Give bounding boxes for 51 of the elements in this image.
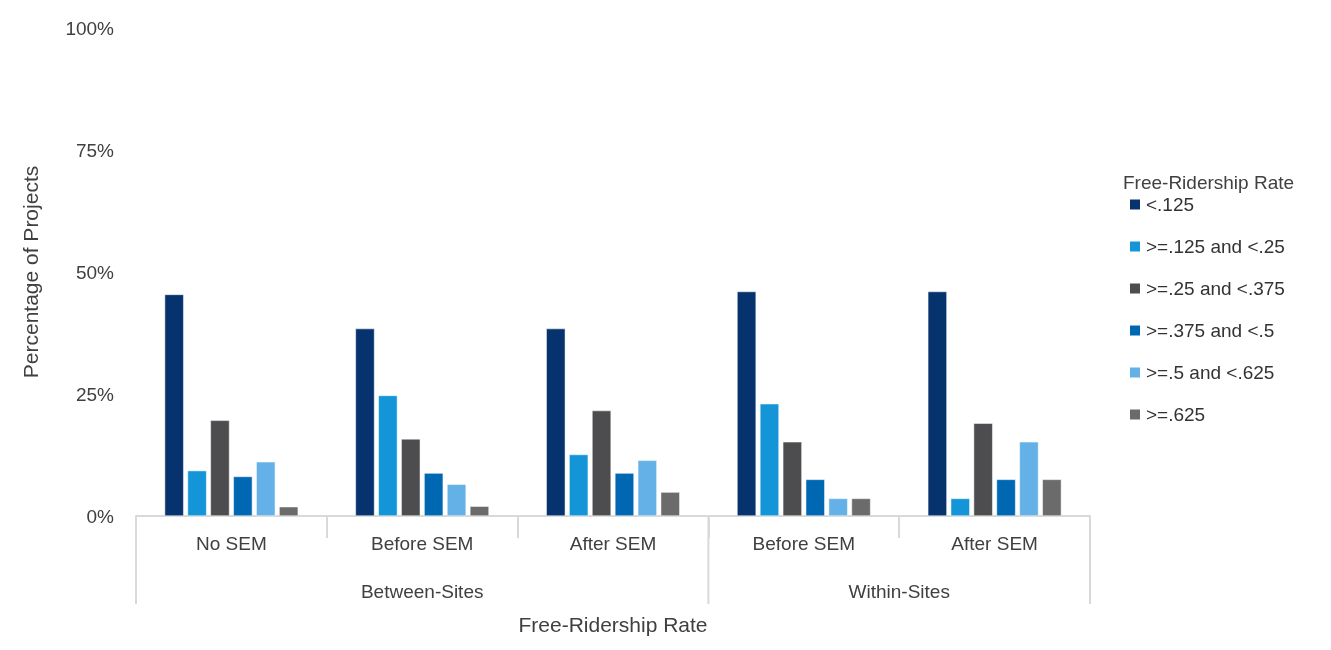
bar [569, 454, 589, 516]
bar [1042, 479, 1062, 516]
text: Between-Sites [360, 581, 484, 602]
bar [592, 410, 612, 516]
y-axis-title: Percentage of Projects [19, 165, 42, 379]
bar [1019, 441, 1039, 516]
legend-label: >=.5 and <.625 [1146, 362, 1275, 383]
y-tick-label: 75% [75, 139, 115, 161]
legend-label: >=.375 and <.5 [1146, 320, 1275, 341]
y-tick-label: 25% [75, 383, 115, 405]
bar [805, 479, 825, 516]
bar [233, 476, 253, 516]
bar [950, 498, 970, 516]
x-tick-label: After SEM [569, 533, 657, 554]
bar [279, 506, 299, 516]
y-tick-label: 50% [75, 261, 115, 283]
bar [737, 291, 757, 516]
bar [996, 479, 1016, 516]
bar [927, 291, 947, 516]
bar [828, 498, 848, 516]
legend-label: >=.25 and <.375 [1146, 278, 1285, 299]
bar [355, 328, 375, 516]
bar [973, 423, 993, 516]
legend-label: >=.125 and <.25 [1146, 236, 1285, 257]
y-tick-label: 100% [65, 17, 115, 39]
bar [851, 498, 871, 516]
bar [759, 403, 779, 516]
y-tick-label: 0% [86, 505, 115, 527]
bar [164, 294, 184, 516]
legend-label: <.125 [1146, 194, 1195, 215]
bar [187, 470, 207, 516]
bar [378, 395, 398, 516]
bar [546, 328, 566, 516]
x-tick-label: No SEM [196, 533, 267, 554]
x-tick-label: Before SEM [752, 533, 856, 554]
bar [614, 473, 634, 516]
bar [256, 461, 276, 516]
bar [210, 420, 230, 516]
x-tick-label: Before SEM [370, 533, 474, 554]
bar [424, 473, 444, 516]
x-tick-label: After SEM [951, 533, 1038, 554]
bar [637, 460, 657, 516]
legend-title: Free-Ridership Rate [1123, 172, 1295, 193]
legend-label: >=.625 [1146, 404, 1206, 425]
bar [660, 492, 680, 516]
text: Within-Sites [848, 581, 950, 602]
bar [469, 506, 489, 516]
bar [447, 484, 467, 516]
x-axis-title: Free-Ridership Rate [518, 613, 708, 636]
bar [401, 438, 421, 516]
bar [782, 441, 802, 516]
